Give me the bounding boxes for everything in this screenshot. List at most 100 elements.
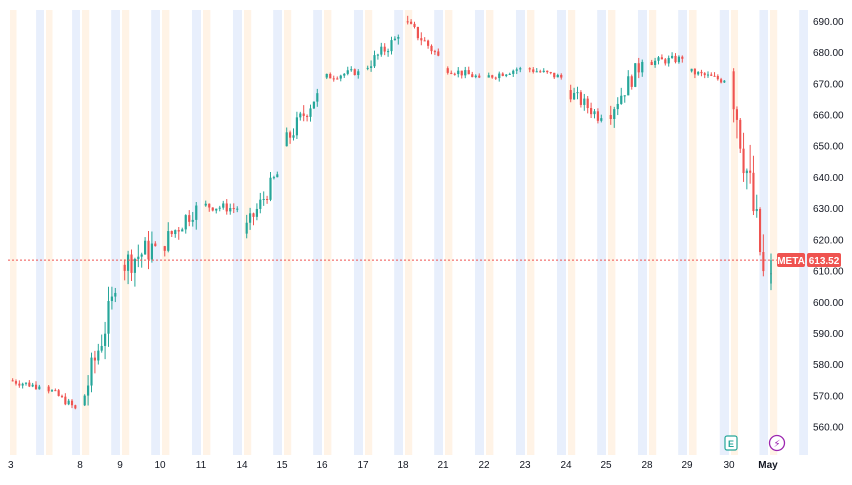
candle-body: [255, 208, 258, 217]
candle-body: [140, 254, 143, 257]
candle-body: [654, 60, 657, 65]
afterhours-band: [719, 10, 729, 455]
price-tick-label: 690.00: [813, 17, 844, 28]
candle-body: [416, 27, 419, 39]
candle-body: [467, 70, 470, 75]
candle-body: [325, 73, 328, 78]
time-tick-label: 25: [600, 460, 612, 471]
time-axis[interactable]: 3 8 9 10 11 14 15 16 17 18 21 22 23 24 25 28 29 30 May: [8, 460, 778, 471]
candle-body: [67, 400, 70, 405]
price-tick-label: 620.00: [813, 235, 844, 246]
candle-body: [123, 264, 126, 271]
candle-body: [749, 170, 752, 173]
afterhours-band: [191, 10, 201, 455]
candle-body: [681, 56, 684, 59]
time-tick-label: 14: [236, 460, 248, 471]
afterhours-band: [556, 10, 566, 455]
candle-body: [312, 101, 315, 109]
afterhours-band: [273, 10, 282, 455]
candle-body: [620, 95, 623, 104]
candle-body: [720, 79, 723, 83]
afterhours-band: [394, 10, 403, 455]
candle-body: [90, 357, 93, 386]
premarket-band: [82, 10, 90, 455]
time-tick-label: 21: [437, 460, 449, 471]
candle-body: [693, 68, 696, 75]
last-price-value: 613.52: [809, 256, 840, 267]
candle-body: [107, 301, 110, 334]
time-tick-label: 28: [641, 460, 653, 471]
candle-body: [336, 78, 339, 80]
afterhours-band: [678, 10, 687, 455]
candle-body: [427, 40, 430, 46]
candle-body: [249, 213, 252, 223]
event-markers[interactable]: E ⚡: [724, 434, 786, 452]
candle-body: [762, 252, 765, 272]
candle-body: [770, 260, 772, 263]
candle-body: [225, 203, 228, 212]
price-tick-label: 630.00: [813, 204, 844, 215]
candle-body: [583, 98, 586, 105]
candle-body: [742, 148, 745, 174]
candle-body: [269, 177, 272, 200]
candle-body: [553, 72, 556, 78]
candle-body: [144, 240, 147, 255]
candle-body: [609, 115, 612, 119]
dividend-event-icon[interactable]: ⚡: [768, 434, 786, 452]
time-tick-label: 22: [478, 460, 490, 471]
time-tick-label: 10: [154, 460, 166, 471]
candle-body: [21, 383, 24, 386]
candle-body: [616, 103, 619, 110]
afterhours-band: [434, 10, 443, 455]
candle-body: [218, 207, 221, 209]
price-tick-label: 680.00: [813, 48, 844, 59]
candle-body: [50, 390, 54, 392]
candle-body: [630, 76, 633, 87]
candle-body: [211, 207, 214, 211]
candle-body: [18, 383, 21, 386]
price-tick-label: 660.00: [813, 111, 844, 122]
candle-body: [272, 177, 275, 179]
candle-body: [770, 262, 772, 275]
time-tick-label: 17: [357, 460, 369, 471]
afterhours-band: [72, 10, 80, 455]
price-tick-label: 570.00: [813, 391, 844, 402]
premarket-band: [608, 10, 616, 455]
premarket-band: [527, 10, 535, 455]
candle-body: [590, 108, 593, 115]
last-price-tag-bg: [807, 253, 841, 267]
candle-body: [634, 63, 637, 87]
earnings-event-icon[interactable]: E: [724, 435, 738, 451]
candle-body: [215, 208, 218, 211]
candle-body: [350, 69, 353, 71]
candle-body: [420, 38, 423, 41]
candle-body: [285, 132, 288, 147]
afterhours-band: [597, 10, 606, 455]
candle-body: [208, 203, 211, 208]
candle-body: [343, 73, 346, 76]
time-tick-label: 18: [397, 460, 409, 471]
time-tick-label: 30: [723, 460, 735, 471]
candle-body: [508, 73, 511, 75]
time-tick-label: 16: [316, 460, 328, 471]
candle-body: [613, 109, 616, 119]
candle-body: [437, 51, 440, 56]
price-tick-label: 650.00: [813, 142, 844, 153]
price-tick-label: 560.00: [813, 423, 844, 434]
price-axis[interactable]: 560.00 570.00 580.00 590.00 600.00 610.00 620.…: [813, 17, 844, 434]
candle-body: [637, 63, 640, 73]
candle-body: [723, 80, 726, 83]
candle-body: [671, 55, 674, 58]
price-tick-label: 640.00: [813, 173, 844, 184]
candle-body: [413, 23, 416, 28]
candle-body: [650, 61, 653, 65]
premarket-band: [731, 10, 739, 455]
last-price-tag: META 613.52: [777, 253, 841, 267]
premarket-band: [365, 10, 373, 455]
afterhours-band: [111, 10, 120, 455]
candle-body: [390, 40, 393, 52]
candle-body: [423, 40, 426, 42]
candle-body: [674, 55, 677, 63]
